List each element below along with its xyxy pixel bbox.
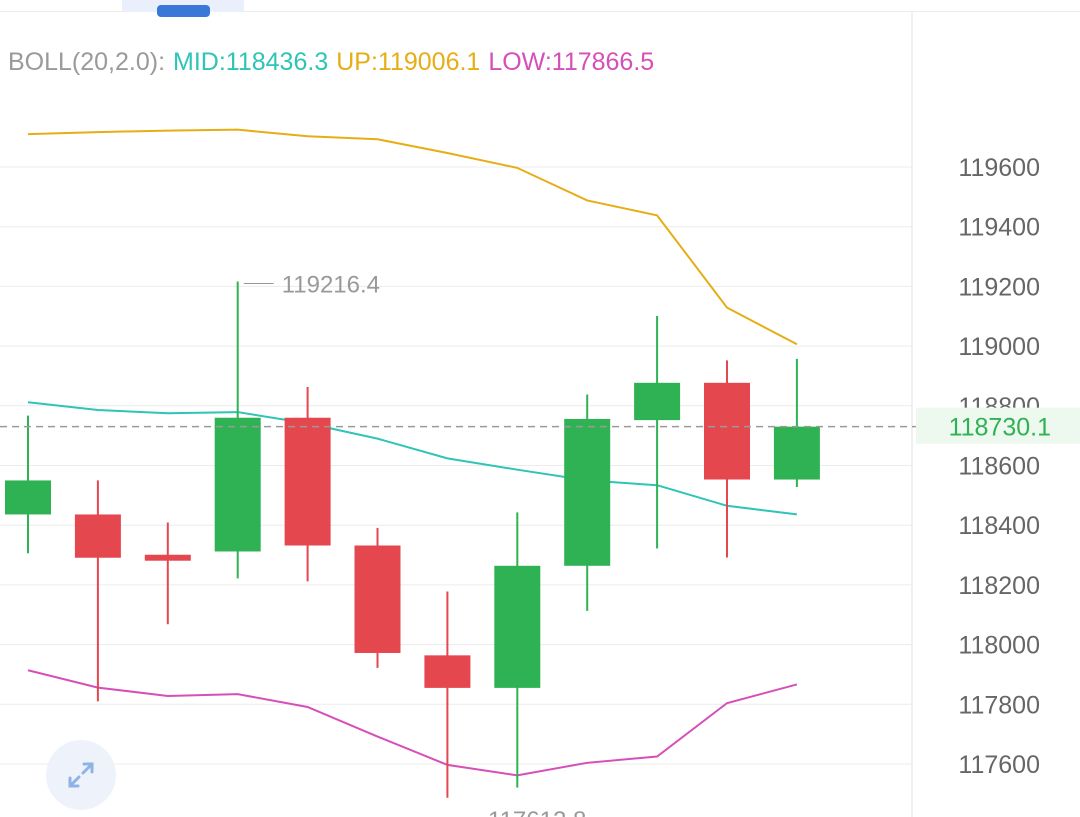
y-tick-label: 118200 <box>958 572 1040 600</box>
candle-body <box>74 514 121 558</box>
candle-body <box>773 426 820 480</box>
boll-indicator-legend: BOLL(20,2.0): MID:118436.3 UP:119006.1 LOW:… <box>8 48 662 77</box>
low-annotation: 117612.8 <box>488 807 586 817</box>
boll-up-value: UP:119006.1 <box>336 48 481 76</box>
candle-body <box>564 418 611 566</box>
boll-low-value: LOW:117866.5 <box>488 48 655 76</box>
candle-body <box>214 417 261 552</box>
candle-body <box>424 655 471 688</box>
period-tab-active[interactable] <box>157 5 210 17</box>
candle-body <box>284 417 331 546</box>
y-tick-label: 118600 <box>958 453 1040 481</box>
y-tick-label: 119000 <box>958 333 1040 361</box>
y-tick-label: 117600 <box>958 751 1040 779</box>
current-price-tag <box>916 407 1080 444</box>
boll-up-line <box>27 128 798 346</box>
candle-body <box>354 545 401 653</box>
y-tick-label: 117800 <box>958 691 1040 719</box>
candle-body <box>494 565 541 688</box>
boll-low-line <box>27 669 798 777</box>
period-tab-bar[interactable] <box>122 0 244 17</box>
candle-body <box>634 382 681 421</box>
current-price-label: 118730.1 <box>949 414 1051 442</box>
y-tick-label: 119200 <box>958 273 1040 301</box>
y-tick-label: 119600 <box>958 154 1040 182</box>
y-tick-label: 118400 <box>958 512 1040 540</box>
y-tick-label: 118000 <box>958 632 1040 660</box>
candle-body <box>704 382 750 480</box>
candle-body <box>144 554 191 561</box>
boll-mid-value: MID:118436.3 <box>173 48 329 76</box>
expand-icon <box>68 762 94 788</box>
candle-body <box>5 480 51 515</box>
expand-chart-button[interactable] <box>46 740 116 810</box>
y-tick-label: 119400 <box>958 214 1040 242</box>
high-annotation: 119216.4 <box>282 272 380 299</box>
boll-mid-line <box>27 401 798 516</box>
boll-indicator-name: BOLL(20,2.0): <box>8 48 166 76</box>
